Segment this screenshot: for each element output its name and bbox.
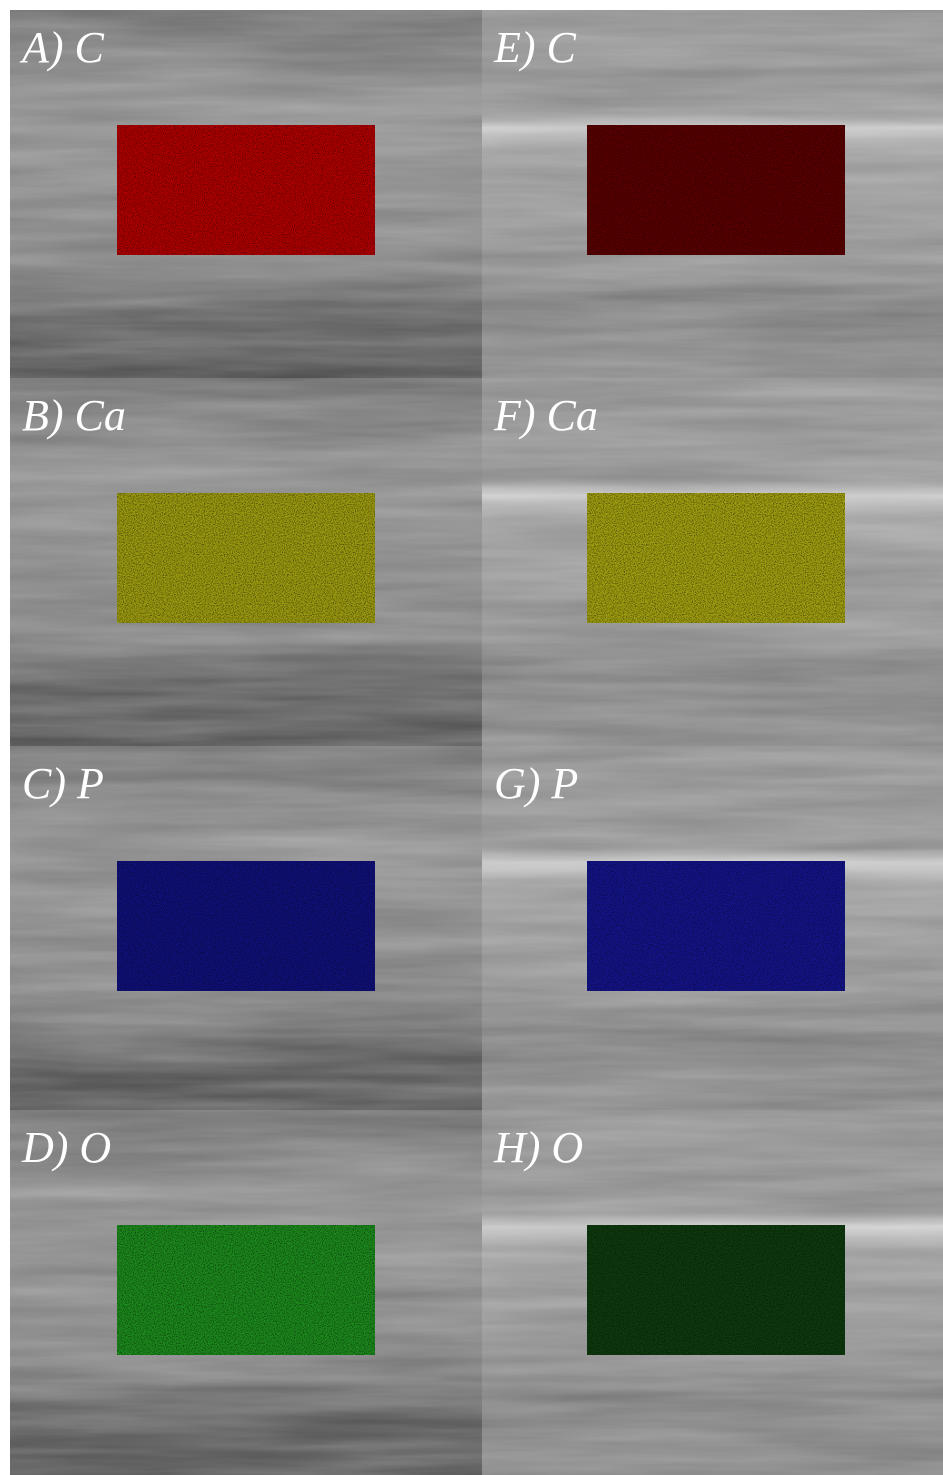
panel-label: F) Ca <box>493 391 598 440</box>
panel: H) O <box>482 1110 943 1475</box>
element-map-noise <box>117 493 375 623</box>
panel-label: D) O <box>21 1123 111 1172</box>
panel: D) O <box>10 1110 482 1475</box>
panel: C) P <box>10 746 482 1110</box>
panel: F) Ca <box>482 378 943 746</box>
panel-label: E) C <box>493 23 577 72</box>
panel-label: A) C <box>19 23 105 72</box>
panel: E) C <box>482 10 943 378</box>
element-map-noise <box>587 125 845 255</box>
panel: B) Ca <box>10 378 482 746</box>
panel-label: C) P <box>22 759 104 808</box>
panel: G) P <box>482 746 943 1110</box>
panel-label: H) O <box>493 1123 583 1172</box>
element-map-noise <box>117 125 375 255</box>
element-map-noise <box>587 493 845 623</box>
element-map-noise <box>117 861 375 991</box>
element-map-noise <box>587 1225 845 1355</box>
element-map-noise <box>117 1225 375 1355</box>
panel-label: G) P <box>494 759 578 808</box>
figure: A) C E) C B) Ca F) Ca C) P G) P D) O H) O <box>0 0 943 1475</box>
element-map-noise <box>587 861 845 991</box>
panel-label: B) Ca <box>22 391 126 440</box>
panel: A) C <box>10 10 482 378</box>
